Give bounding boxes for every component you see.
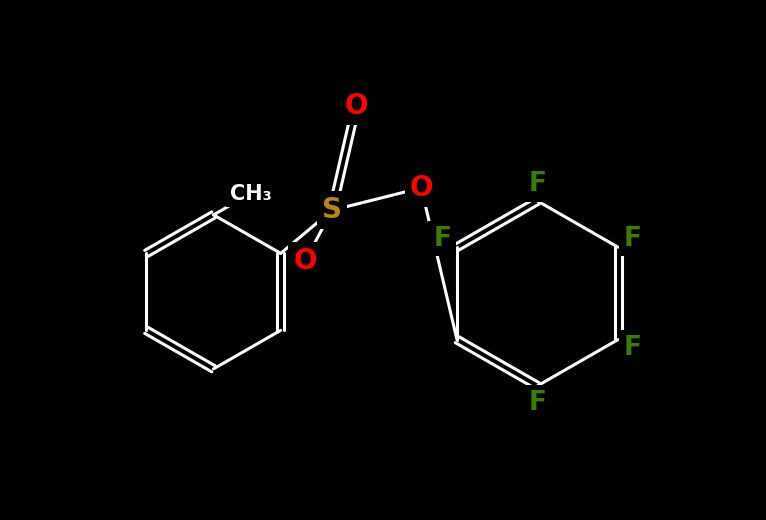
Text: CH₃: CH₃ xyxy=(230,184,271,204)
Text: F: F xyxy=(624,335,642,361)
Text: F: F xyxy=(624,226,642,252)
Text: F: F xyxy=(434,226,451,252)
Text: F: F xyxy=(529,171,546,197)
Text: F: F xyxy=(529,390,546,416)
Text: S: S xyxy=(322,196,342,224)
Text: O: O xyxy=(345,92,368,120)
Text: O: O xyxy=(293,247,317,275)
Text: O: O xyxy=(410,174,433,202)
